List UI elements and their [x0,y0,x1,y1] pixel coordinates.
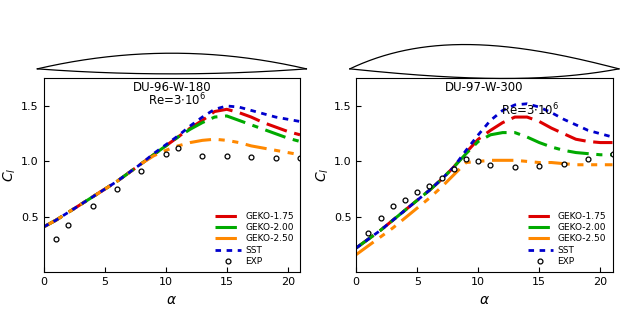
Legend: GEKO-1.75, GEKO-2.00, GEKO-2.50, SST, EXP: GEKO-1.75, GEKO-2.00, GEKO-2.50, SST, EX… [524,208,610,269]
X-axis label: $\alpha$: $\alpha$ [479,293,490,307]
Legend: GEKO-1.75, GEKO-2.00, GEKO-2.50, SST, EXP: GEKO-1.75, GEKO-2.00, GEKO-2.50, SST, EX… [212,208,298,269]
Text: DU-97-W-300: DU-97-W-300 [445,81,524,95]
Text: DU-96-W-180: DU-96-W-180 [132,81,211,95]
Text: Re=3$\cdot$10$^6$: Re=3$\cdot$10$^6$ [148,92,206,108]
Y-axis label: $C_l$: $C_l$ [2,168,19,182]
Y-axis label: $C_l$: $C_l$ [314,168,331,182]
X-axis label: $\alpha$: $\alpha$ [166,293,177,307]
Text: Re=3$\cdot$10$^6$: Re=3$\cdot$10$^6$ [501,101,559,118]
